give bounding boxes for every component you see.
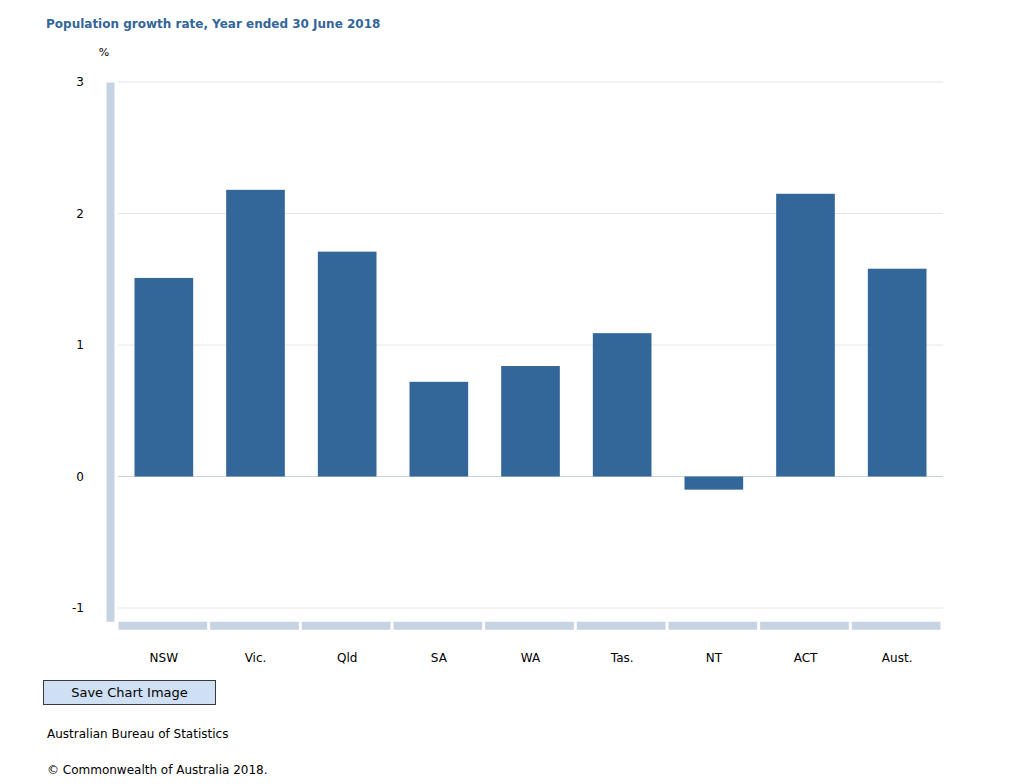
bar bbox=[135, 278, 194, 477]
x-tick: SA bbox=[431, 625, 448, 665]
bar bbox=[226, 190, 285, 477]
x-axis-line bbox=[119, 622, 944, 630]
x-tick-label: WA bbox=[521, 651, 541, 665]
y-tick-label: 0 bbox=[76, 470, 84, 484]
bar bbox=[868, 269, 927, 477]
chart: Population growth rate, Year ended 30 Ju… bbox=[0, 0, 1024, 784]
bar bbox=[593, 333, 652, 476]
y-tick: 0 bbox=[76, 470, 110, 484]
x-tick: WA bbox=[521, 625, 541, 665]
grid bbox=[118, 82, 943, 608]
y-tick: -1 bbox=[72, 601, 110, 615]
bar bbox=[318, 252, 377, 477]
x-tick-label: SA bbox=[431, 651, 448, 665]
x-tick-label: ACT bbox=[794, 651, 818, 665]
x-tick: ACT bbox=[794, 625, 818, 665]
grid-line bbox=[118, 82, 943, 83]
bar bbox=[410, 382, 469, 477]
bar bbox=[776, 194, 835, 477]
y-axis-line bbox=[107, 83, 115, 622]
y-axis: -1 0 1 2 3 bbox=[72, 75, 110, 621]
y-tick-label: 2 bbox=[76, 207, 84, 221]
y-tick: 1 bbox=[76, 338, 110, 352]
x-tick: Vic. bbox=[245, 625, 267, 665]
x-axis: NSW Vic. Qld SA WA Tas. NT ACT Aust. bbox=[119, 625, 944, 665]
x-tick: NT bbox=[706, 625, 723, 665]
y-tick: 3 bbox=[76, 75, 110, 89]
x-tick: NSW bbox=[150, 625, 179, 665]
x-tick-label: Qld bbox=[337, 651, 357, 665]
save-button[interactable]: Save Chart Image bbox=[43, 680, 216, 705]
y-tick-label: 3 bbox=[76, 75, 84, 89]
y-tick-label: -1 bbox=[72, 601, 84, 615]
chart-title: Population growth rate, Year ended 30 Ju… bbox=[46, 17, 380, 31]
y-tick: 2 bbox=[76, 207, 110, 221]
copyright: © Commonwealth of Australia 2018. bbox=[47, 763, 268, 777]
x-tick: Tas. bbox=[610, 625, 634, 665]
grid-line bbox=[118, 608, 943, 609]
bar bbox=[501, 366, 560, 476]
x-tick-label: Vic. bbox=[245, 651, 267, 665]
x-tick-label: Aust. bbox=[882, 651, 913, 665]
bar bbox=[685, 477, 744, 490]
y-axis-title: % bbox=[99, 46, 109, 59]
y-tick-label: 1 bbox=[76, 338, 84, 352]
bars bbox=[135, 190, 927, 490]
x-tick: Aust. bbox=[882, 625, 913, 665]
x-tick-label: NSW bbox=[150, 651, 179, 665]
x-tick-label: NT bbox=[706, 651, 723, 665]
source: Australian Bureau of Statistics bbox=[47, 727, 228, 741]
x-tick-label: Tas. bbox=[610, 651, 634, 665]
x-tick: Qld bbox=[337, 625, 357, 665]
